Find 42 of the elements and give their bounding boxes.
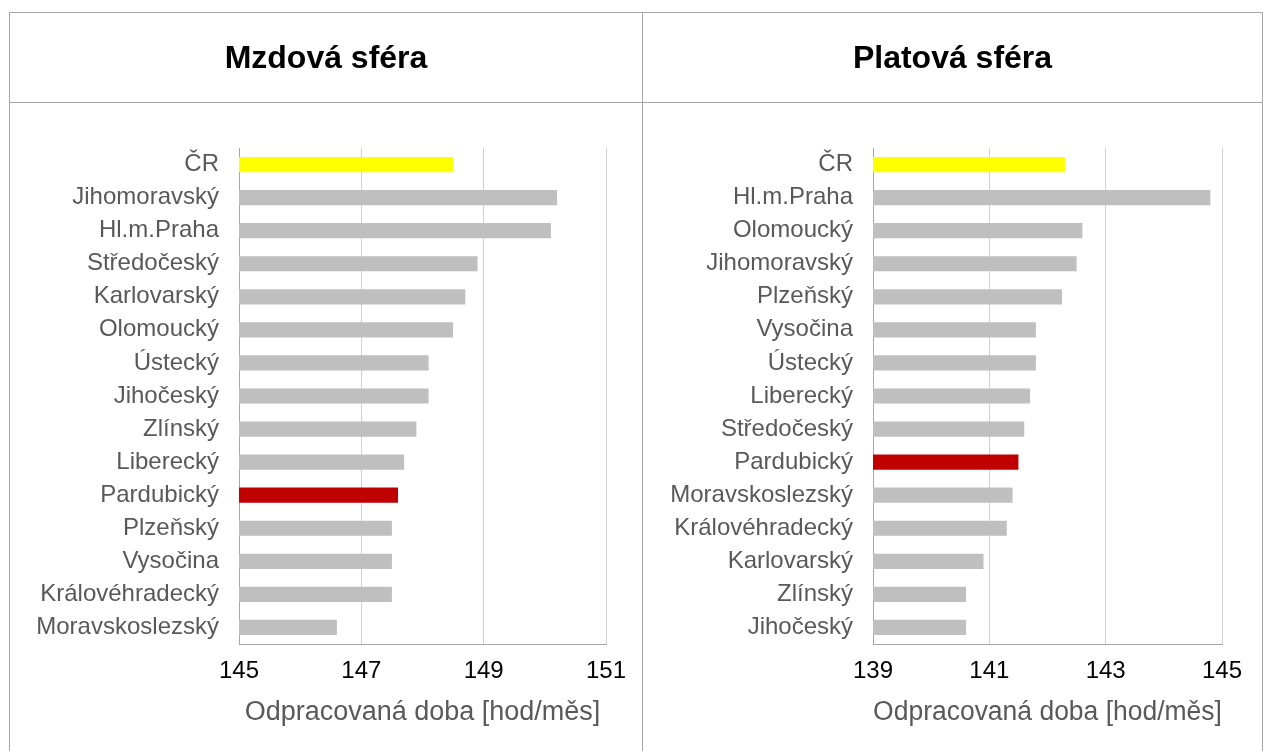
- y-tick-label: Moravskoslezský: [670, 479, 853, 507]
- chart-title: Platová sféra: [852, 39, 1053, 76]
- y-tick-label: Královéhradecký: [674, 512, 853, 540]
- x-tick-label: 145: [218, 656, 260, 684]
- y-tick-label: Olomoucký: [98, 314, 219, 342]
- y-tick-label: Zlínský: [142, 413, 219, 441]
- y-tick-label: Jihočeský: [113, 380, 219, 408]
- y-tick-label: ČR: [818, 149, 853, 177]
- x-tick-label: 141: [969, 656, 1010, 684]
- y-tick-label: Liberecký: [116, 446, 219, 474]
- y-tick-label: Jihomoravský: [706, 248, 853, 276]
- y-tick-label: Ústecký: [767, 347, 853, 375]
- y-tick-label: Karlovarský: [727, 545, 853, 573]
- y-tick-label: Ústecký: [133, 347, 219, 375]
- y-tick-label: Karlovarský: [93, 281, 219, 309]
- x-axis-title: Odpracovaná doba [hod/měs]: [873, 696, 1222, 727]
- y-tick-label: Plzeňský: [756, 281, 853, 309]
- y-tick-label: Plzeňský: [122, 512, 219, 540]
- x-tick-label: 151: [585, 656, 627, 684]
- y-tick-label: Královéhradecký: [40, 579, 219, 607]
- chart-title: Mzdová sféra: [224, 39, 428, 76]
- y-tick-label: ČR: [184, 149, 219, 177]
- x-axis-title: Odpracovaná doba [hod/měs]: [244, 696, 601, 727]
- x-tick-label: 147: [341, 656, 382, 684]
- y-tick-label: Liberecký: [750, 380, 853, 408]
- x-tick-label: 139: [852, 656, 894, 684]
- x-tick-label: 145: [1201, 656, 1243, 684]
- x-tick-label: 143: [1085, 656, 1126, 684]
- y-tick-label: Hl.m.Praha: [732, 182, 854, 210]
- x-tick-label: 149: [463, 656, 504, 684]
- y-tick-label: Zlínský: [776, 579, 853, 607]
- y-tick-label: Moravskoslezský: [36, 612, 219, 640]
- y-tick-label: Olomoucký: [732, 215, 853, 243]
- y-tick-label: Vysočina: [756, 314, 854, 342]
- y-tick-label: Jihomoravský: [72, 182, 219, 210]
- y-tick-label: Středočeský: [720, 413, 853, 441]
- y-tick-label: Hl.m.Praha: [98, 215, 220, 243]
- y-tick-label: Pardubický: [100, 479, 219, 507]
- y-tick-label: Jihočeský: [747, 612, 853, 640]
- y-tick-label: Pardubický: [734, 446, 853, 474]
- y-tick-label: Středočeský: [86, 248, 219, 276]
- y-tick-label: Vysočina: [122, 545, 220, 573]
